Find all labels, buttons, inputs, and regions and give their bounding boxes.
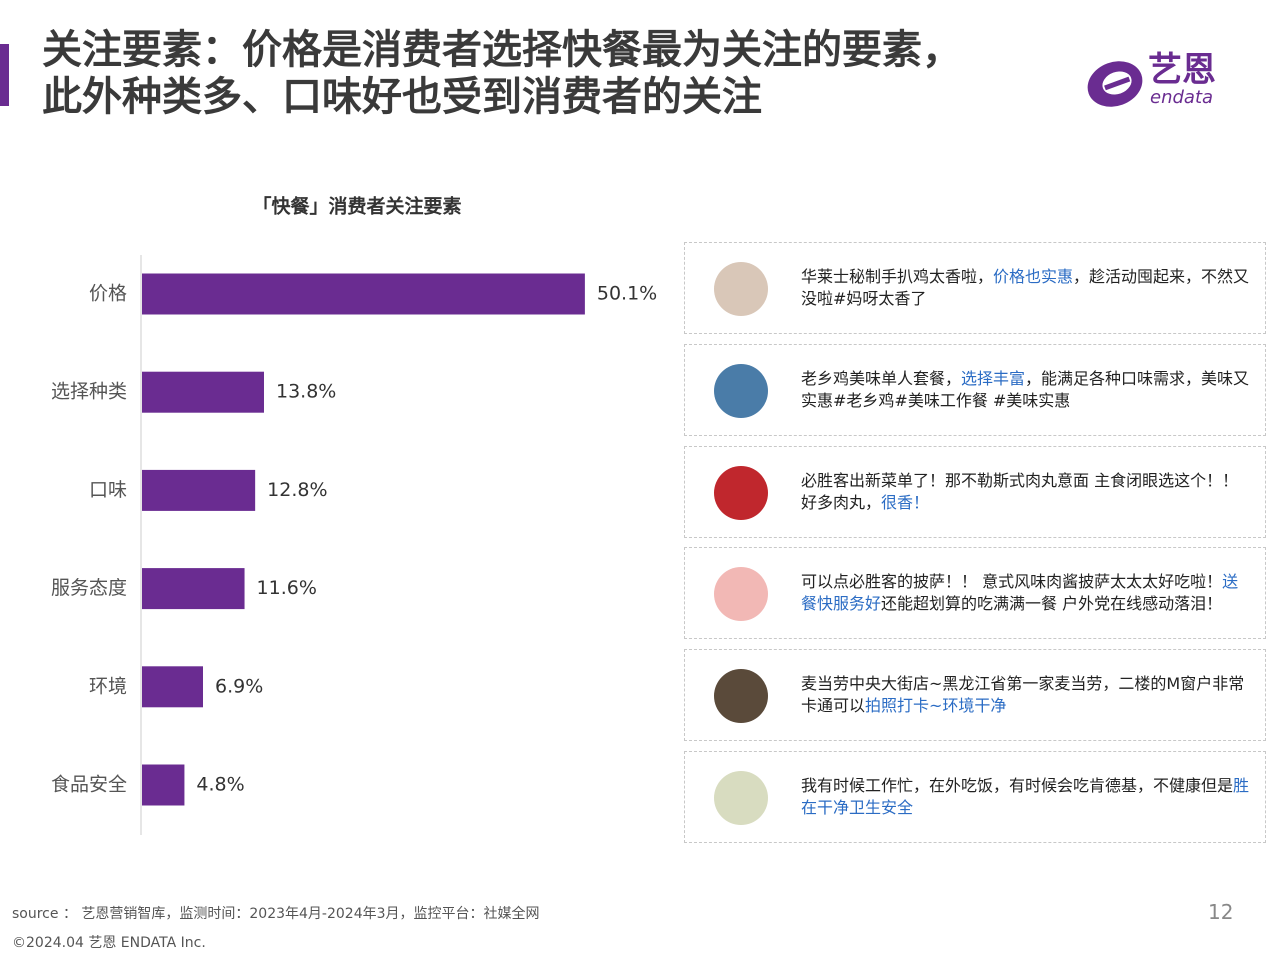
avatar: [714, 669, 768, 724]
comment-body: 麦当劳中央大街店~黑龙江省第一家麦当劳，二楼的M窗户非常卡通可以拍照打卡~环境干…: [801, 673, 1251, 717]
bar: [142, 371, 264, 413]
value-label: 12.8%: [267, 479, 327, 501]
highlight-text: 很香！: [881, 492, 930, 512]
chart: 「快餐」消费者关注要素 价格 50.1% 选择种类 13.8% 口味 12.8% 服务态度 1…: [51, 195, 657, 835]
category-label: 价格: [89, 283, 127, 305]
category-label: 选择种类: [51, 381, 127, 403]
highlight-text: 价格也实惠: [993, 267, 1074, 286]
comment-segment: 麦当劳中央大街店~黑龙江省第一家麦当劳，二楼的M窗户非常卡通可以: [801, 674, 1245, 716]
title-line: 此外种类多、口味好也受到消费者的关注: [42, 74, 762, 120]
comment-segment: 华莱士秘制手扒鸡太香啦，: [801, 267, 994, 286]
avatar: [714, 363, 768, 418]
comment-body: 可以点必胜客的披萨！！ 意式风味肉酱披萨太太太好吃啦！送餐快服务好还能超划算的吃…: [801, 571, 1251, 615]
bar: [142, 469, 256, 511]
avatar: [714, 465, 768, 520]
comment-segment: 我有时候工作忙，在外吃饭，有时候会吃肯德基，不健康但是: [801, 776, 1234, 795]
page-number: 12: [1208, 900, 1234, 924]
comment-segment: ，能满足各种口味需求，美味又实惠#老乡鸡#美味工作餐 #美味实惠: [801, 368, 1250, 410]
comment-card: 华莱士秘制手扒鸡太香啦，价格也实惠，趁活动囤起来，不然又没啦#妈呀太香了: [684, 242, 1266, 334]
category-label: 环境: [89, 675, 127, 697]
comment-body: 老乡鸡美味单人套餐，选择丰富，能满足各种口味需求，美味又实惠#老乡鸡#美味工作餐…: [801, 368, 1251, 412]
logo-mark: [1087, 61, 1143, 107]
comment-card: 老乡鸡美味单人套餐，选择丰富，能满足各种口味需求，美味又实惠#老乡鸡#美味工作餐…: [684, 343, 1266, 436]
highlight-text: 选择丰富: [961, 368, 1026, 388]
avatar: [714, 567, 768, 622]
comment-text: 我有时候工作忙，在外吃饭，有时候会吃肯德基，不健康但是胜在干净卫生安全: [801, 752, 1251, 842]
avatar: [714, 771, 768, 825]
category-label: 口味: [89, 479, 127, 501]
comment-card: 我有时候工作忙，在外吃饭，有时候会吃肯德基，不健康但是胜在干净卫生安全: [684, 751, 1266, 843]
avatar: [714, 262, 768, 316]
bar: [142, 568, 245, 610]
value-label: 13.8%: [276, 381, 336, 403]
logo-cn: 艺恩: [1148, 50, 1216, 90]
category-label: 食品安全: [51, 774, 127, 796]
value-label: 11.6%: [257, 577, 317, 599]
comment-body: 我有时候工作忙，在外吃饭，有时候会吃肯德基，不健康但是胜在干净卫生安全: [801, 775, 1251, 819]
comment-text: 必胜客出新菜单了！那不勒斯式肉丸意面 主食闭眼选这个！！好多肉丸，很香！: [801, 447, 1251, 537]
comment-text: 麦当劳中央大街店~黑龙江省第一家麦当劳，二楼的M窗户非常卡通可以拍照打卡~环境干…: [801, 650, 1251, 740]
bar: [142, 666, 203, 708]
value-label: 4.8%: [196, 774, 244, 796]
comment-card: 必胜客出新菜单了！那不勒斯式肉丸意面 主食闭眼选这个！！好多肉丸，很香！: [684, 445, 1266, 538]
comment-card: 麦当劳中央大街店~黑龙江省第一家麦当劳，二楼的M窗户非常卡通可以拍照打卡~环境干…: [684, 649, 1266, 742]
title-line: 关注要素：价格是消费者选择快餐最为关注的要素，: [42, 27, 962, 73]
bar: [142, 273, 585, 315]
logo: 艺恩 endata: [1084, 52, 1234, 112]
comment-segment: 老乡鸡美味单人套餐，: [801, 368, 962, 388]
comment-card: 可以点必胜客的披萨！！ 意式风味肉酱披萨太太太好吃啦！送餐快服务好还能超划算的吃…: [684, 547, 1266, 640]
chart-title: 「快餐」消费者关注要素: [252, 195, 461, 218]
highlight-text: 胜在干净卫生安全: [801, 776, 1250, 817]
logo-en: endata: [1150, 87, 1214, 108]
comment-text: 华莱士秘制手扒鸡太香啦，价格也实惠，趁活动囤起来，不然又没啦#妈呀太香了: [801, 243, 1251, 333]
copyright: ©2024.04 艺恩 ENDATA Inc.: [12, 935, 206, 951]
highlight-text: 送餐快服务好: [801, 572, 1239, 614]
bar: [142, 764, 185, 806]
category-label: 服务态度: [51, 577, 127, 599]
title-accent: [0, 44, 9, 106]
comment-segment: ，趁活动囤起来，不然又没啦#妈呀太香了: [801, 267, 1250, 308]
value-label: 6.9%: [215, 675, 263, 697]
comment-body: 华莱士秘制手扒鸡太香啦，价格也实惠，趁活动囤起来，不然又没啦#妈呀太香了: [801, 266, 1251, 310]
comment-text: 老乡鸡美味单人套餐，选择丰富，能满足各种口味需求，美味又实惠#老乡鸡#美味工作餐…: [801, 345, 1251, 435]
comment-segment: 还能超划算的吃满满一餐 户外党在线感动落泪！: [881, 594, 1223, 614]
comment-segment: 可以点必胜客的披萨！！ 意式风味肉酱披萨太太太好吃啦！: [801, 572, 1223, 592]
comment-text: 可以点必胜客的披萨！！ 意式风味肉酱披萨太太太好吃啦！送餐快服务好还能超划算的吃…: [801, 548, 1251, 638]
highlight-text: 拍照打卡~环境干净: [865, 696, 1007, 716]
comment-body: 必胜客出新菜单了！那不勒斯式肉丸意面 主食闭眼选这个！！好多肉丸，很香！: [801, 470, 1251, 514]
value-label: 50.1%: [597, 283, 657, 305]
comment-segment: 必胜客出新菜单了！那不勒斯式肉丸意面 主食闭眼选这个！！好多肉丸，: [801, 470, 1239, 512]
source: source ： 艺恩营销智库，监测时间：2023年4月-2024年3月，监控平…: [12, 906, 540, 922]
